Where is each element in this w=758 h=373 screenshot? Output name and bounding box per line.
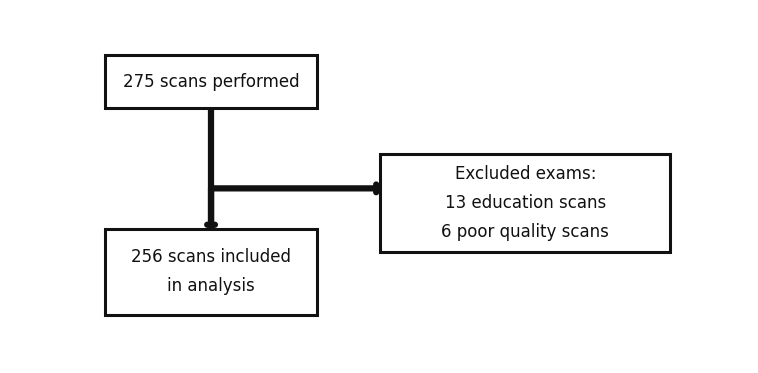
Text: Excluded exams:
13 education scans
6 poor quality scans: Excluded exams: 13 education scans 6 poo… <box>441 164 609 241</box>
Bar <box>105 229 317 315</box>
Bar <box>380 154 670 251</box>
Text: 275 scans performed: 275 scans performed <box>123 72 299 91</box>
Text: 256 scans included
in analysis: 256 scans included in analysis <box>131 248 291 295</box>
Bar <box>105 55 317 108</box>
